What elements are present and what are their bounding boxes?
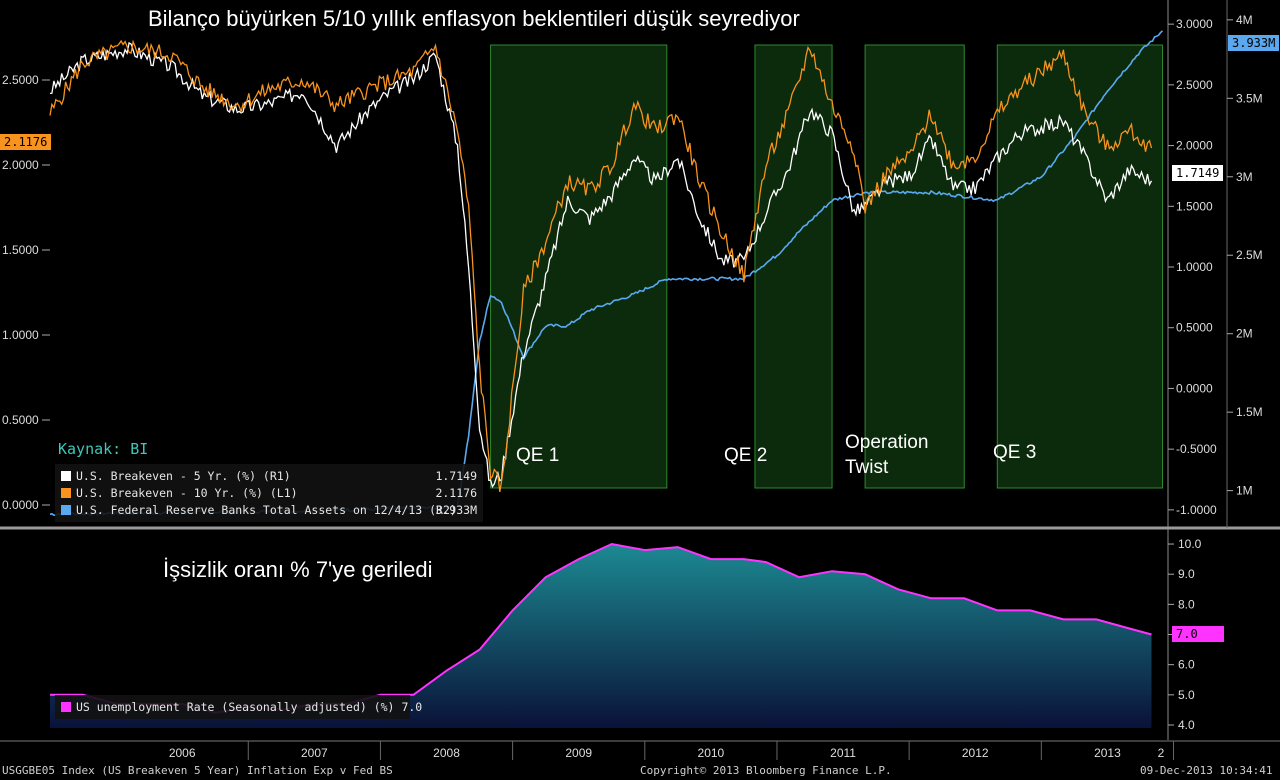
left-tick-label-4: 2.0000: [2, 158, 39, 172]
bottom-tick-label-6: 10.0: [1178, 537, 1202, 551]
legend-swatch: [61, 702, 71, 712]
left-tick-label-0: 0.0000: [2, 498, 39, 512]
left-tick-label-2: 1.0000: [2, 328, 39, 342]
legend-value: 7.0: [401, 700, 423, 714]
right1-tick-label-7: 2.5000: [1176, 78, 1213, 92]
right2-tick-label-4: 3M: [1236, 170, 1253, 184]
left-tick-label-5: 2.5000: [2, 73, 39, 87]
right2-tick-label-3: 2.5M: [1236, 248, 1263, 262]
left-tick-label-1: 0.5000: [2, 413, 39, 427]
legend-swatch: [61, 505, 71, 515]
right1-tick-label-5: 1.5000: [1176, 199, 1213, 213]
shaded-period-1: [754, 44, 833, 489]
footer-timestamp: 09-Dec-2013 10:34:41: [1140, 764, 1273, 777]
right2-tick-label-5: 3.5M: [1236, 91, 1263, 105]
bottom-tick-label-0: 4.0: [1178, 718, 1195, 732]
legend-label: U.S. Breakeven - 5 Yr. (%) (R1): [76, 469, 291, 483]
right2-tick-label-6: 4M: [1236, 13, 1253, 27]
bottom-tick-label-1: 5.0: [1178, 688, 1195, 702]
legend-swatch: [61, 471, 71, 481]
legend-label: U.S. Breakeven - 10 Yr. (%) (L1): [76, 486, 298, 500]
legend-item-fed-assets: U.S. Federal Reserve Banks Total Assets …: [61, 502, 477, 518]
legend-value: 1.7149: [435, 469, 477, 483]
right2-tick-label-1: 1.5M: [1236, 405, 1263, 419]
series-line-breakeven-10y: [49, 39, 1153, 493]
x-tick-label-6: 2012: [962, 746, 989, 760]
footer-copyright: Copyright© 2013 Bloomberg Finance L.P.: [640, 764, 892, 777]
x-tick-label-3: 2009: [565, 746, 592, 760]
period-label-operation-twist: Operation Twist: [845, 432, 929, 478]
right2-tick-label-0: 1M: [1236, 484, 1253, 498]
x-tick-label-0: 2006: [169, 746, 196, 760]
right1-tick-label-2: 0.0000: [1176, 381, 1213, 395]
right2-tick-label-2: 2M: [1236, 327, 1253, 341]
shaded-period-3: [996, 44, 1163, 489]
legend-label: US unemployment Rate (Seasonally adjuste…: [76, 700, 395, 714]
legend-value: 3.933M: [435, 503, 477, 517]
legend-item-breakeven-10y: U.S. Breakeven - 10 Yr. (%) (L1) 2.1176: [61, 485, 477, 501]
period-label-qe1: QE 1: [516, 445, 560, 466]
x-tick-label-5: 2011: [830, 746, 856, 760]
bottom-tick-label-4: 8.0: [1178, 597, 1195, 611]
right1-tick-label-1: -0.5000: [1176, 442, 1217, 456]
period-label-qe3: QE 3: [993, 442, 1037, 463]
last-value-badge-r2: 3.933M: [1228, 35, 1280, 51]
legend-item-breakeven-5y: U.S. Breakeven - 5 Yr. (%) (R1) 1.7149: [61, 468, 477, 484]
right1-tick-label-8: 3.0000: [1176, 17, 1213, 31]
period-label-qe2: QE 2: [724, 445, 768, 466]
last-value-badge-r1: 1.7149: [1172, 165, 1224, 181]
x-tick-label-8: 2: [1158, 746, 1165, 760]
x-tick-label-4: 2010: [698, 746, 725, 760]
bottom-tick-label-5: 9.0: [1178, 567, 1195, 581]
right1-tick-label-0: -1.0000: [1176, 503, 1217, 517]
series-line-breakeven-5y: [49, 41, 1153, 489]
right1-tick-label-6: 2.0000: [1176, 139, 1213, 153]
bottom-tick-label-2: 6.0: [1178, 658, 1195, 672]
top-chart-title: Bilanço büyürken 5/10 yıllık enflasyon b…: [148, 6, 800, 31]
unemployment-area-fill: [50, 544, 1152, 728]
last-value-badge-unemp: 7.0: [1172, 626, 1224, 642]
footer-ticker: USGGBE05 Index (US Breakeven 5 Year) Inf…: [2, 764, 393, 777]
legend-value: 2.1176: [435, 486, 477, 500]
shaded-period-0: [490, 44, 668, 489]
right1-tick-label-4: 1.0000: [1176, 260, 1213, 274]
last-value-badge-l1: 2.1176: [0, 134, 52, 150]
shaded-period-2: [864, 44, 965, 489]
legend-swatch: [61, 488, 71, 498]
legend-label: U.S. Federal Reserve Banks Total Assets …: [76, 503, 457, 517]
bottom-legend: US unemployment Rate (Seasonally adjuste…: [55, 695, 422, 719]
x-tick-label-2: 2008: [433, 746, 460, 760]
left-tick-label-3: 1.5000: [2, 243, 39, 257]
bottom-chart-title: İşsizlik oranı % 7'ye geriledi: [163, 557, 433, 582]
source-label: Kaynak: BI: [58, 440, 149, 458]
x-tick-label-1: 2007: [301, 746, 328, 760]
top-legend: U.S. Breakeven - 5 Yr. (%) (R1) 1.7149 U…: [55, 464, 483, 522]
right1-tick-label-3: 0.5000: [1176, 321, 1213, 335]
x-tick-label-7: 2013: [1094, 746, 1121, 760]
